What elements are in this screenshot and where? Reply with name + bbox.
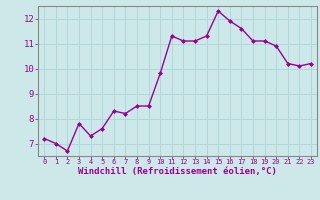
X-axis label: Windchill (Refroidissement éolien,°C): Windchill (Refroidissement éolien,°C) bbox=[78, 167, 277, 176]
